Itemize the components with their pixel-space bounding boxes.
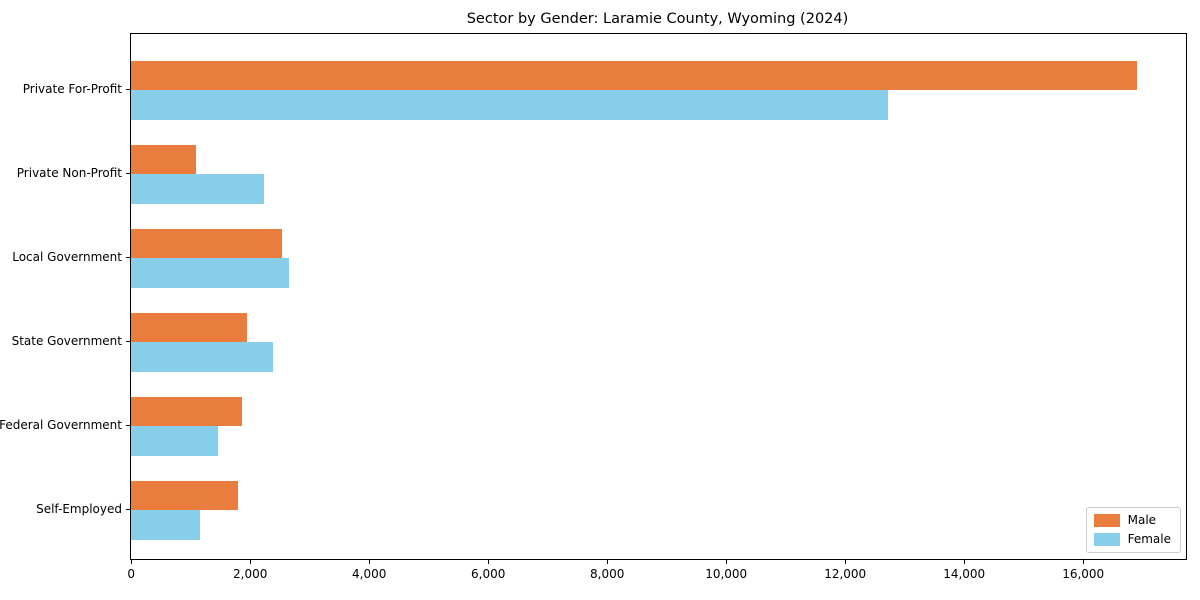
female-swatch-icon bbox=[1093, 533, 1120, 546]
chart-title: Sector by Gender: Laramie County, Wyomin… bbox=[466, 11, 849, 27]
bar-male-3 bbox=[131, 312, 248, 343]
x-tick-mark-2 bbox=[368, 560, 370, 565]
y-tick-label-2: Local Government bbox=[12, 250, 122, 265]
legend-label-female: Female bbox=[1127, 532, 1171, 546]
bar-female-5 bbox=[131, 510, 201, 540]
plot-area: Male Female bbox=[130, 33, 1187, 560]
x-tick-label-5: 10,000 bbox=[705, 567, 748, 581]
bar-male-0 bbox=[131, 60, 1137, 91]
y-tick-label-3: State Government bbox=[11, 334, 122, 349]
x-tick-label-7: 14,000 bbox=[943, 567, 986, 581]
y-tick-mark-3 bbox=[126, 340, 130, 342]
x-tick-label-3: 6,000 bbox=[471, 567, 506, 581]
x-tick-mark-7 bbox=[963, 560, 965, 565]
x-tick-mark-5 bbox=[725, 560, 727, 565]
bar-female-1 bbox=[131, 174, 264, 204]
y-tick-mark-4 bbox=[126, 424, 130, 426]
bar-male-1 bbox=[131, 144, 196, 175]
legend-entry-female: Female bbox=[1093, 532, 1171, 546]
x-tick-label-2: 4,000 bbox=[352, 567, 387, 581]
bar-female-0 bbox=[131, 90, 889, 120]
x-tick-label-6: 12,000 bbox=[824, 567, 867, 581]
legend: Male Female bbox=[1085, 507, 1181, 553]
x-tick-mark-0 bbox=[130, 560, 132, 565]
x-tick-label-8: 16,000 bbox=[1062, 567, 1105, 581]
male-swatch-icon bbox=[1093, 514, 1120, 527]
x-tick-mark-1 bbox=[249, 560, 251, 565]
bar-female-2 bbox=[131, 258, 290, 288]
bar-male-2 bbox=[131, 228, 283, 259]
y-tick-label-4: Federal Government bbox=[0, 418, 122, 433]
y-tick-mark-1 bbox=[126, 172, 130, 174]
bar-female-3 bbox=[131, 342, 273, 372]
x-tick-label-1: 2,000 bbox=[233, 567, 268, 581]
y-tick-mark-2 bbox=[126, 256, 130, 258]
x-tick-mark-4 bbox=[606, 560, 608, 565]
bar-male-4 bbox=[131, 396, 243, 427]
x-tick-mark-8 bbox=[1082, 560, 1084, 565]
y-tick-label-5: Self-Employed bbox=[36, 502, 122, 517]
bar-female-4 bbox=[131, 426, 218, 456]
bar-male-5 bbox=[131, 480, 238, 511]
x-tick-label-4: 8,000 bbox=[590, 567, 625, 581]
y-tick-label-0: Private For-Profit bbox=[22, 82, 122, 97]
y-tick-mark-5 bbox=[126, 508, 130, 510]
legend-label-male: Male bbox=[1127, 513, 1157, 527]
legend-entry-male: Male bbox=[1093, 513, 1171, 527]
x-tick-mark-3 bbox=[487, 560, 489, 565]
y-tick-label-1: Private Non-Profit bbox=[16, 166, 122, 181]
x-tick-label-0: 0 bbox=[127, 567, 136, 581]
x-tick-mark-6 bbox=[844, 560, 846, 565]
y-tick-mark-0 bbox=[126, 88, 130, 90]
